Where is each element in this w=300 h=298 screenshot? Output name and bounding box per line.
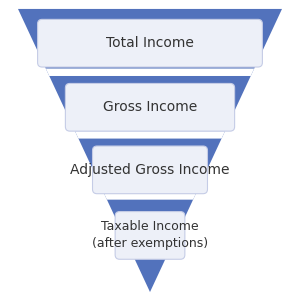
Text: Total Income: Total Income (106, 36, 194, 50)
Polygon shape (103, 192, 196, 200)
Polygon shape (46, 69, 254, 76)
Polygon shape (75, 131, 225, 139)
FancyBboxPatch shape (92, 146, 208, 194)
FancyBboxPatch shape (115, 212, 185, 259)
FancyBboxPatch shape (38, 19, 262, 67)
Polygon shape (18, 9, 282, 292)
FancyBboxPatch shape (65, 83, 235, 131)
Text: Adjusted Gross Income: Adjusted Gross Income (70, 163, 230, 177)
Text: Gross Income: Gross Income (103, 100, 197, 114)
Text: Taxable Income
(after exemptions): Taxable Income (after exemptions) (92, 221, 208, 250)
